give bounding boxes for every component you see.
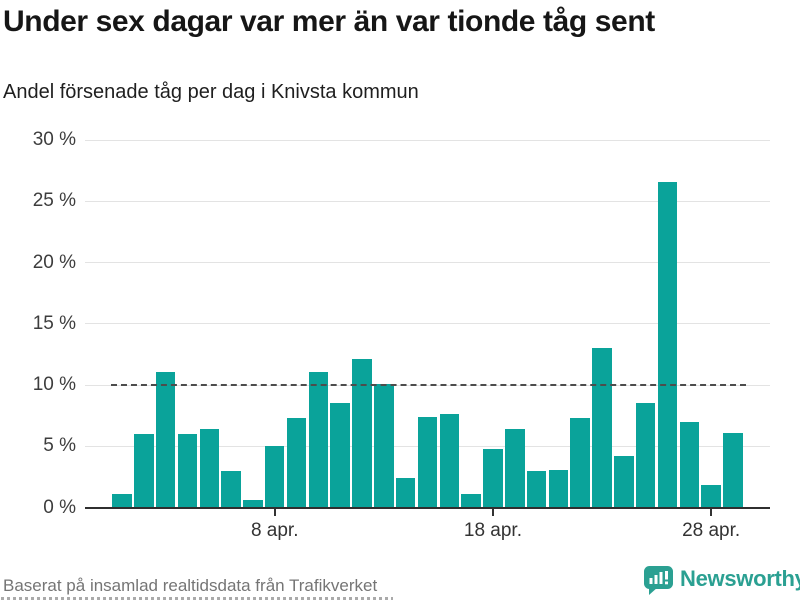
bar-1apr	[112, 494, 132, 508]
reference-line-10pct	[111, 384, 746, 386]
bar-2apr	[134, 434, 154, 508]
bar-19apr	[505, 429, 525, 508]
bar-24apr	[614, 456, 634, 508]
y-tick-label: 5 %	[43, 435, 76, 457]
x-tick-label: 8 apr.	[250, 519, 299, 541]
bar-17apr	[461, 494, 481, 508]
x-tick-label: 18 apr.	[463, 519, 522, 541]
y-tick-label: 25 %	[32, 190, 76, 212]
y-tick-label: 10 %	[32, 374, 76, 395]
bar-3apr	[155, 371, 176, 508]
y-tick-label: 20 %	[32, 251, 76, 273]
bar-27apr	[679, 421, 700, 508]
bar-12apr	[352, 359, 372, 508]
bar-16apr	[439, 414, 460, 508]
bar-29apr	[723, 432, 743, 508]
bar-28apr	[701, 485, 721, 508]
bar-22apr	[570, 418, 590, 508]
gridline	[85, 139, 770, 141]
bar-21apr	[548, 469, 569, 508]
x-tick	[273, 509, 276, 516]
x-tick-label: 28 apr.	[682, 519, 741, 541]
y-tick-label: 30 %	[32, 129, 76, 150]
gridline	[85, 262, 770, 263]
page-title: Under sex dagar var mer än var tionde tå…	[3, 5, 655, 38]
gridline	[85, 323, 770, 325]
bar-6apr	[221, 470, 241, 508]
bar-15apr	[417, 416, 438, 508]
bar-8apr	[264, 446, 285, 508]
bar-13apr	[374, 383, 394, 508]
gridline	[85, 200, 770, 202]
bar-25apr	[635, 403, 656, 508]
bar-chart: 0 % 5 % 10 % 15 % 20 % 25 % 30 % 8 apr. 18 apr. 2…	[0, 120, 800, 555]
cropped-text-line	[1, 597, 393, 600]
y-tick-label: 15 %	[32, 312, 76, 334]
bar-23apr	[592, 348, 612, 508]
bar-26apr	[657, 181, 678, 508]
bar-9apr	[286, 418, 307, 508]
chart-subtitle: Andel försenade tåg per dag i Knivsta ko…	[3, 81, 419, 103]
x-tick	[710, 509, 713, 516]
speech-bubble-chart-icon	[644, 566, 673, 595]
x-axis-line	[85, 506, 770, 509]
bar-10apr	[308, 371, 329, 508]
bar-11apr	[330, 403, 350, 508]
bar-5apr	[199, 429, 220, 508]
bar-4apr	[177, 434, 198, 508]
x-tick	[491, 509, 494, 516]
bar-7apr	[243, 500, 263, 508]
y-tick-label: 0 %	[43, 496, 76, 518]
bar-18apr	[483, 448, 503, 508]
bar-14apr	[395, 478, 416, 508]
source-note: Baserat på insamlad realtidsdata från Tr…	[3, 576, 378, 595]
brand-name: Newsworthy	[680, 566, 800, 591]
newsworthy-logo[interactable]: Newsworthy	[644, 564, 800, 596]
bar-20apr	[526, 470, 547, 508]
